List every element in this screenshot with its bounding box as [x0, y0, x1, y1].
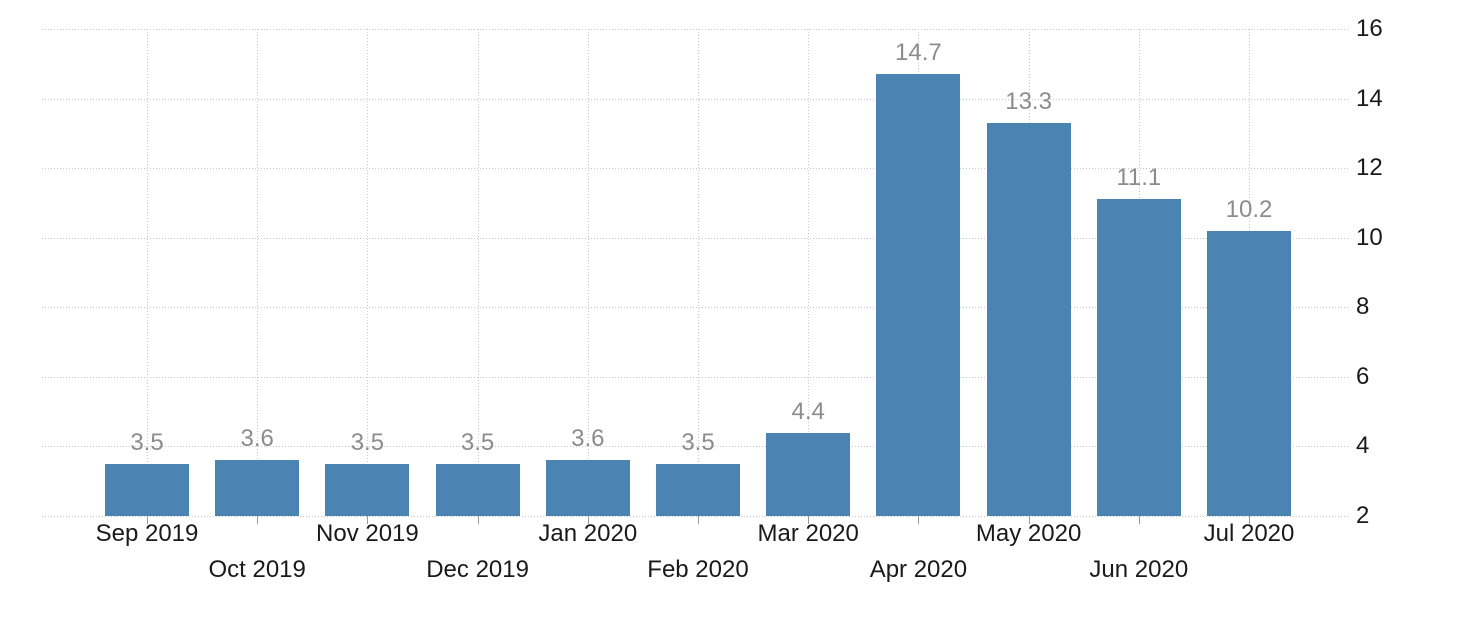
x-axis-tick — [477, 516, 479, 524]
x-axis-tick — [367, 516, 369, 524]
y-axis-label: 12 — [1356, 154, 1383, 182]
x-axis-label-nov-2019: Nov 2019 — [316, 520, 419, 547]
bar-nov-2019[interactable] — [325, 463, 410, 516]
bar-jun-2020[interactable] — [1096, 199, 1181, 516]
horizontal-gridline — [42, 168, 1350, 170]
y-axis-label: 2 — [1356, 502, 1370, 529]
x-axis-label-mar-2020: Mar 2020 — [757, 520, 859, 547]
bar-value-label: 3.5 — [350, 428, 385, 456]
x-axis-tick — [1028, 516, 1030, 524]
x-axis-label-oct-2019: Oct 2019 — [208, 556, 306, 583]
horizontal-gridline — [42, 516, 1350, 517]
bar-value-label: 4.4 — [791, 397, 825, 425]
bar-mar-2020[interactable] — [766, 432, 851, 516]
x-axis-tick — [918, 516, 920, 524]
bar-value-label: 3.6 — [571, 425, 605, 453]
bar-value-label: 3.5 — [130, 428, 164, 456]
horizontal-gridline — [42, 29, 1350, 30]
horizontal-gridline — [42, 98, 1350, 100]
bar-value-label: 3.6 — [240, 425, 274, 453]
x-axis-tick — [257, 516, 259, 524]
bar-may-2020[interactable] — [986, 122, 1071, 516]
bar-value-label: 11.1 — [1116, 164, 1162, 192]
x-axis-label-jun-2020: Jun 2020 — [1089, 556, 1189, 583]
vertical-gridline — [808, 29, 810, 516]
x-axis-tick — [1249, 516, 1250, 524]
vertical-gridline — [147, 29, 148, 516]
bar-value-label: 10.2 — [1225, 195, 1273, 223]
horizontal-gridline — [42, 446, 1350, 448]
bar-oct-2019[interactable] — [215, 460, 300, 516]
bar-value-label: 3.5 — [460, 428, 495, 456]
bar-value-label: 14.7 — [895, 39, 942, 67]
bar-value-label: 3.5 — [681, 428, 715, 456]
vertical-gridline — [477, 29, 479, 516]
y-axis-label: 14 — [1356, 84, 1383, 112]
y-axis-label: 8 — [1356, 293, 1370, 321]
x-axis-tick — [698, 516, 699, 524]
horizontal-gridline — [42, 307, 1350, 309]
bar-jan-2020[interactable] — [545, 460, 630, 516]
x-axis-label-apr-2020: Apr 2020 — [869, 556, 968, 583]
vertical-gridline — [587, 29, 589, 516]
vertical-gridline — [257, 29, 259, 516]
horizontal-gridline — [42, 376, 1350, 378]
vertical-gridline — [367, 29, 369, 516]
bar-sep-2019[interactable] — [105, 463, 189, 516]
x-axis-tick — [147, 516, 148, 524]
bar-feb-2020[interactable] — [656, 463, 740, 516]
x-axis-label-jul-2020: Jul 2020 — [1203, 520, 1295, 547]
bar-value-label: 13.3 — [1005, 87, 1052, 115]
bar-jul-2020[interactable] — [1207, 230, 1291, 516]
y-axis-label: 10 — [1356, 223, 1383, 251]
x-axis-label-feb-2020: Feb 2020 — [647, 556, 749, 583]
bar-apr-2020[interactable] — [876, 74, 961, 516]
y-axis-label: 16 — [1356, 15, 1383, 42]
x-axis-tick — [808, 516, 810, 524]
x-axis-label-sep-2019: Sep 2019 — [95, 520, 199, 547]
x-axis-tick — [587, 516, 589, 524]
vertical-gridline — [698, 29, 699, 516]
bar-dec-2019[interactable] — [435, 463, 520, 516]
x-axis-tick — [1138, 516, 1140, 524]
y-axis-label: 4 — [1356, 432, 1370, 460]
x-axis-label-dec-2019: Dec 2019 — [426, 556, 529, 583]
horizontal-gridline — [42, 237, 1350, 239]
x-axis-label-jan-2020: Jan 2020 — [538, 520, 638, 547]
y-axis-label: 6 — [1356, 362, 1370, 390]
x-axis-label-may-2020: May 2020 — [975, 520, 1082, 547]
